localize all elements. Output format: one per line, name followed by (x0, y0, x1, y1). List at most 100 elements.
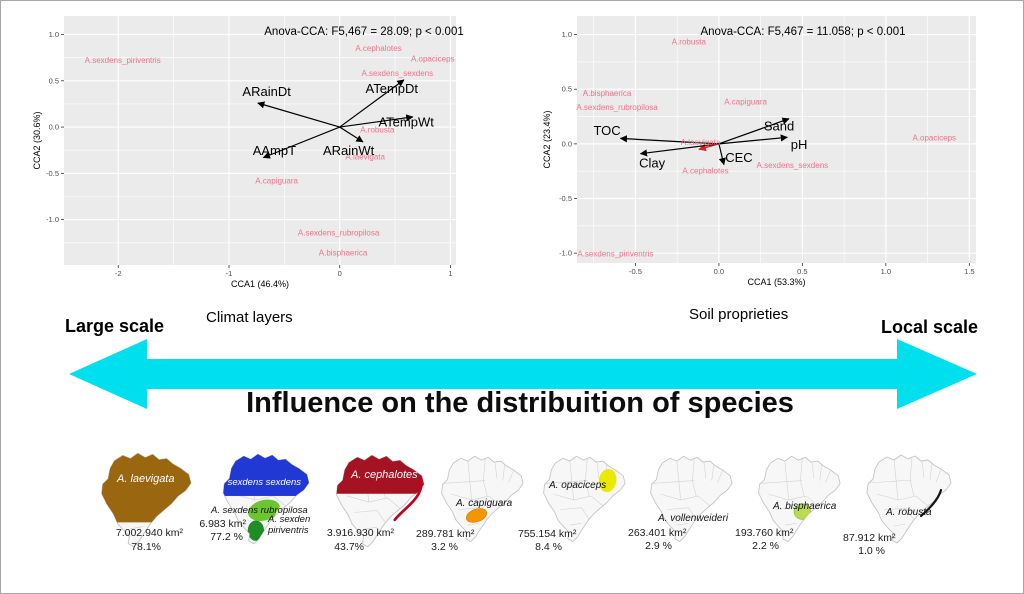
species-label: A.sexdens_piriventris (577, 249, 653, 258)
species-map-bisphaerica: A. bisphaerica 193.760 km² 2.2 % (733, 444, 873, 564)
soil-properties-caption: Soil proprieties (689, 306, 789, 323)
map-species-name: A. laevigata (117, 473, 175, 485)
species-map-laevigata: A. laevigata 7.002.940 km² 78.1% (77, 444, 217, 564)
coastal-range-strip (919, 488, 943, 518)
brazil-map-robusta (866, 454, 952, 544)
env-vector-label: AAmpT (253, 143, 296, 158)
state-borders (651, 459, 723, 526)
env-vector-ATempDt (339, 79, 405, 128)
species-label: A.sexdens_piriventris (85, 56, 161, 65)
species-label: A.capiguara (724, 98, 767, 107)
species-label: A.sexdens_sexdens (362, 69, 434, 78)
y-tick-label: 1.0 (562, 30, 572, 39)
env-vector-label: CEC (725, 150, 752, 165)
x-tick-label: 0 (338, 269, 342, 278)
species-label: A.opaciceps (411, 54, 455, 63)
env-vector-ARainDt (257, 101, 340, 128)
y-tick-label: -0.5 (559, 194, 572, 203)
env-vector-CEC (718, 143, 726, 166)
env-vector-label: ARainDt (242, 84, 291, 99)
map-species-name: A. vollenweideri (658, 513, 729, 524)
climate-layers-caption: Climat layers (206, 309, 293, 326)
species-map-robusta: A. robusta 87.912 km² 1.0 % (841, 444, 981, 564)
cca-plot-climate: -2 -1 0 1 1.0 0.5 0.0 -0.5 -1.0 CCA1 (46.4%) CCA2 … (32, 16, 464, 289)
y-tick-label: -0.5 (46, 169, 59, 178)
env-vector-Sand (718, 117, 790, 145)
x-tick-label: -1 (226, 269, 233, 278)
map-area-value: 193.760 km² (735, 527, 794, 539)
species-label: A.laevigata (345, 152, 385, 161)
species-label: A.cephalotes (682, 166, 728, 175)
env-vector-label: Clay (639, 156, 666, 171)
x-tick-label: 0.5 (797, 267, 807, 276)
x-tick-label: 1.0 (881, 267, 891, 276)
x-tick-label: 1.5 (964, 267, 974, 276)
map-area-value: 7.002.940 km² (115, 527, 183, 539)
x-tick-label: 1 (448, 269, 452, 278)
map-area-value: 3.916.930 km² (326, 527, 394, 539)
range-region (101, 453, 191, 523)
map-species-name: A. bisphaerica (773, 501, 837, 512)
x-tick-label: -2 (115, 269, 122, 278)
coastal-range-strip (393, 479, 423, 522)
y-tick-label: -1.0 (559, 249, 572, 258)
brazil-outline (441, 455, 524, 543)
map-area-value: 6.983 km² (199, 518, 246, 530)
species-map-sexdens: A. sexdens sexdens A. sexdens rubropilosa… (186, 444, 326, 564)
range-region (793, 503, 811, 520)
brazil-outline (650, 455, 733, 543)
map-area-value: 263.401 km² (628, 527, 687, 539)
brazil-outline (866, 454, 952, 544)
map-percent-value: 1.0 % (858, 545, 885, 557)
species-label: A.robusta (672, 37, 707, 46)
env-vector-label: pH (791, 137, 808, 152)
brazil-map-bisphaerica (758, 455, 841, 543)
brazil-map-laevigata (101, 452, 192, 548)
large-scale-label: Large scale (65, 316, 165, 336)
y-tick-label: 0.0 (49, 123, 59, 132)
map-species-name: A. capiguara (456, 498, 513, 509)
range-region (598, 468, 617, 493)
species-map-vollenweideri: A. vollenweideri 263.401 km² 2.9 % (626, 444, 766, 564)
y-tick-label: 1.0 (49, 30, 59, 39)
brazil-outline (758, 455, 841, 543)
env-vector-label: ATempDt (366, 81, 419, 96)
env-vector-label: Sand (764, 118, 794, 133)
species-label: A.cephalotes (355, 44, 401, 53)
y-axis-title: CCA2 (23.4%) (542, 110, 552, 168)
map-percent-value: 2.2 % (752, 540, 779, 552)
env-vector-label: TOC (593, 123, 620, 138)
range-region (223, 454, 309, 496)
env-vector-Clay (639, 143, 719, 157)
map-species-name: A. sexdens sexdens (216, 477, 302, 488)
species-label: A.sexdens_rubropilosa (576, 103, 658, 112)
species-label: A.robusta (360, 126, 395, 135)
env-vector-label: ATempWt (378, 114, 434, 129)
env-vector-label: ARainWt (323, 143, 375, 158)
y-axis-title: CCA2 (30.6%) (32, 111, 42, 169)
brazil-map-cephalotes (335, 454, 425, 548)
species-label: A.sexdens_sexdens (757, 161, 829, 170)
species-label: A.bisphaerica (319, 249, 368, 258)
y-tick-label: 0.5 (562, 85, 572, 94)
species-map-opaciceps: A. opaciceps 755.154 km² 8.4 % (516, 444, 656, 564)
brazil-map-capiguara (441, 455, 524, 543)
map-percent-value: 3.2 % (431, 541, 458, 553)
state-borders (867, 457, 942, 527)
x-axis-title: CCA1 (46.4%) (231, 279, 289, 289)
x-tick-label: -0.5 (629, 267, 642, 276)
plot-title: Anova-CCA: F5,467 = 28.09; p < 0.001 (264, 26, 463, 38)
cca-plot-soil: -0.5 0.0 0.5 1.0 1.5 1.0 0.5 0.0 -0.5 -1.0 CCA1 (5… (542, 16, 976, 287)
range-region (247, 520, 265, 541)
env-vector-ARainWt (339, 126, 364, 143)
map-species-name: A. opaciceps (549, 480, 607, 491)
brazil-map-opaciceps (543, 455, 626, 543)
species-map-capiguara: A. capiguara 289.781 km² 3.2 % (416, 444, 556, 564)
env-vector-pH (718, 134, 788, 145)
map-percent-value: 78.1% (131, 541, 161, 553)
brazil-map-sexdens (222, 453, 310, 545)
map-species-name: A. robusta (886, 507, 932, 518)
map-percent-value: 77.2 % (210, 531, 243, 543)
env-vector-ATempWt (339, 114, 414, 128)
